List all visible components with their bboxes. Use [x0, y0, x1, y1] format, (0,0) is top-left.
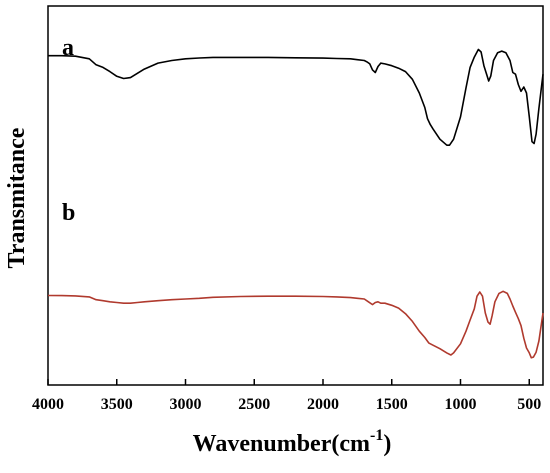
- x-ticks: [47, 379, 530, 385]
- plot-frame: [47, 5, 544, 386]
- x-tick-labels: 4000 3500 3000 2500 2000 1500 1000 500: [32, 396, 541, 413]
- curve-label-b: b: [62, 200, 75, 226]
- x-tick-label: 3000: [170, 396, 202, 413]
- x-tick-label: 1500: [376, 396, 408, 413]
- x-tick-label: 2000: [307, 396, 339, 413]
- x-tick-label: 3500: [101, 396, 133, 413]
- series-group: [47, 48, 544, 359]
- y-axis-label: Transmitance: [4, 127, 30, 268]
- x-tick-label: 1000: [445, 396, 477, 413]
- x-axis-label: Wavenumber(cm-1): [193, 427, 392, 457]
- x-tick-label: 2500: [238, 396, 270, 413]
- x-tick-label: 500: [517, 396, 541, 413]
- curve-label-a: a: [62, 35, 74, 61]
- series-line-a: [48, 48, 544, 146]
- curve-labels: ab: [62, 35, 75, 226]
- x-tick-label: 4000: [32, 396, 64, 413]
- series-line-b: [47, 290, 544, 359]
